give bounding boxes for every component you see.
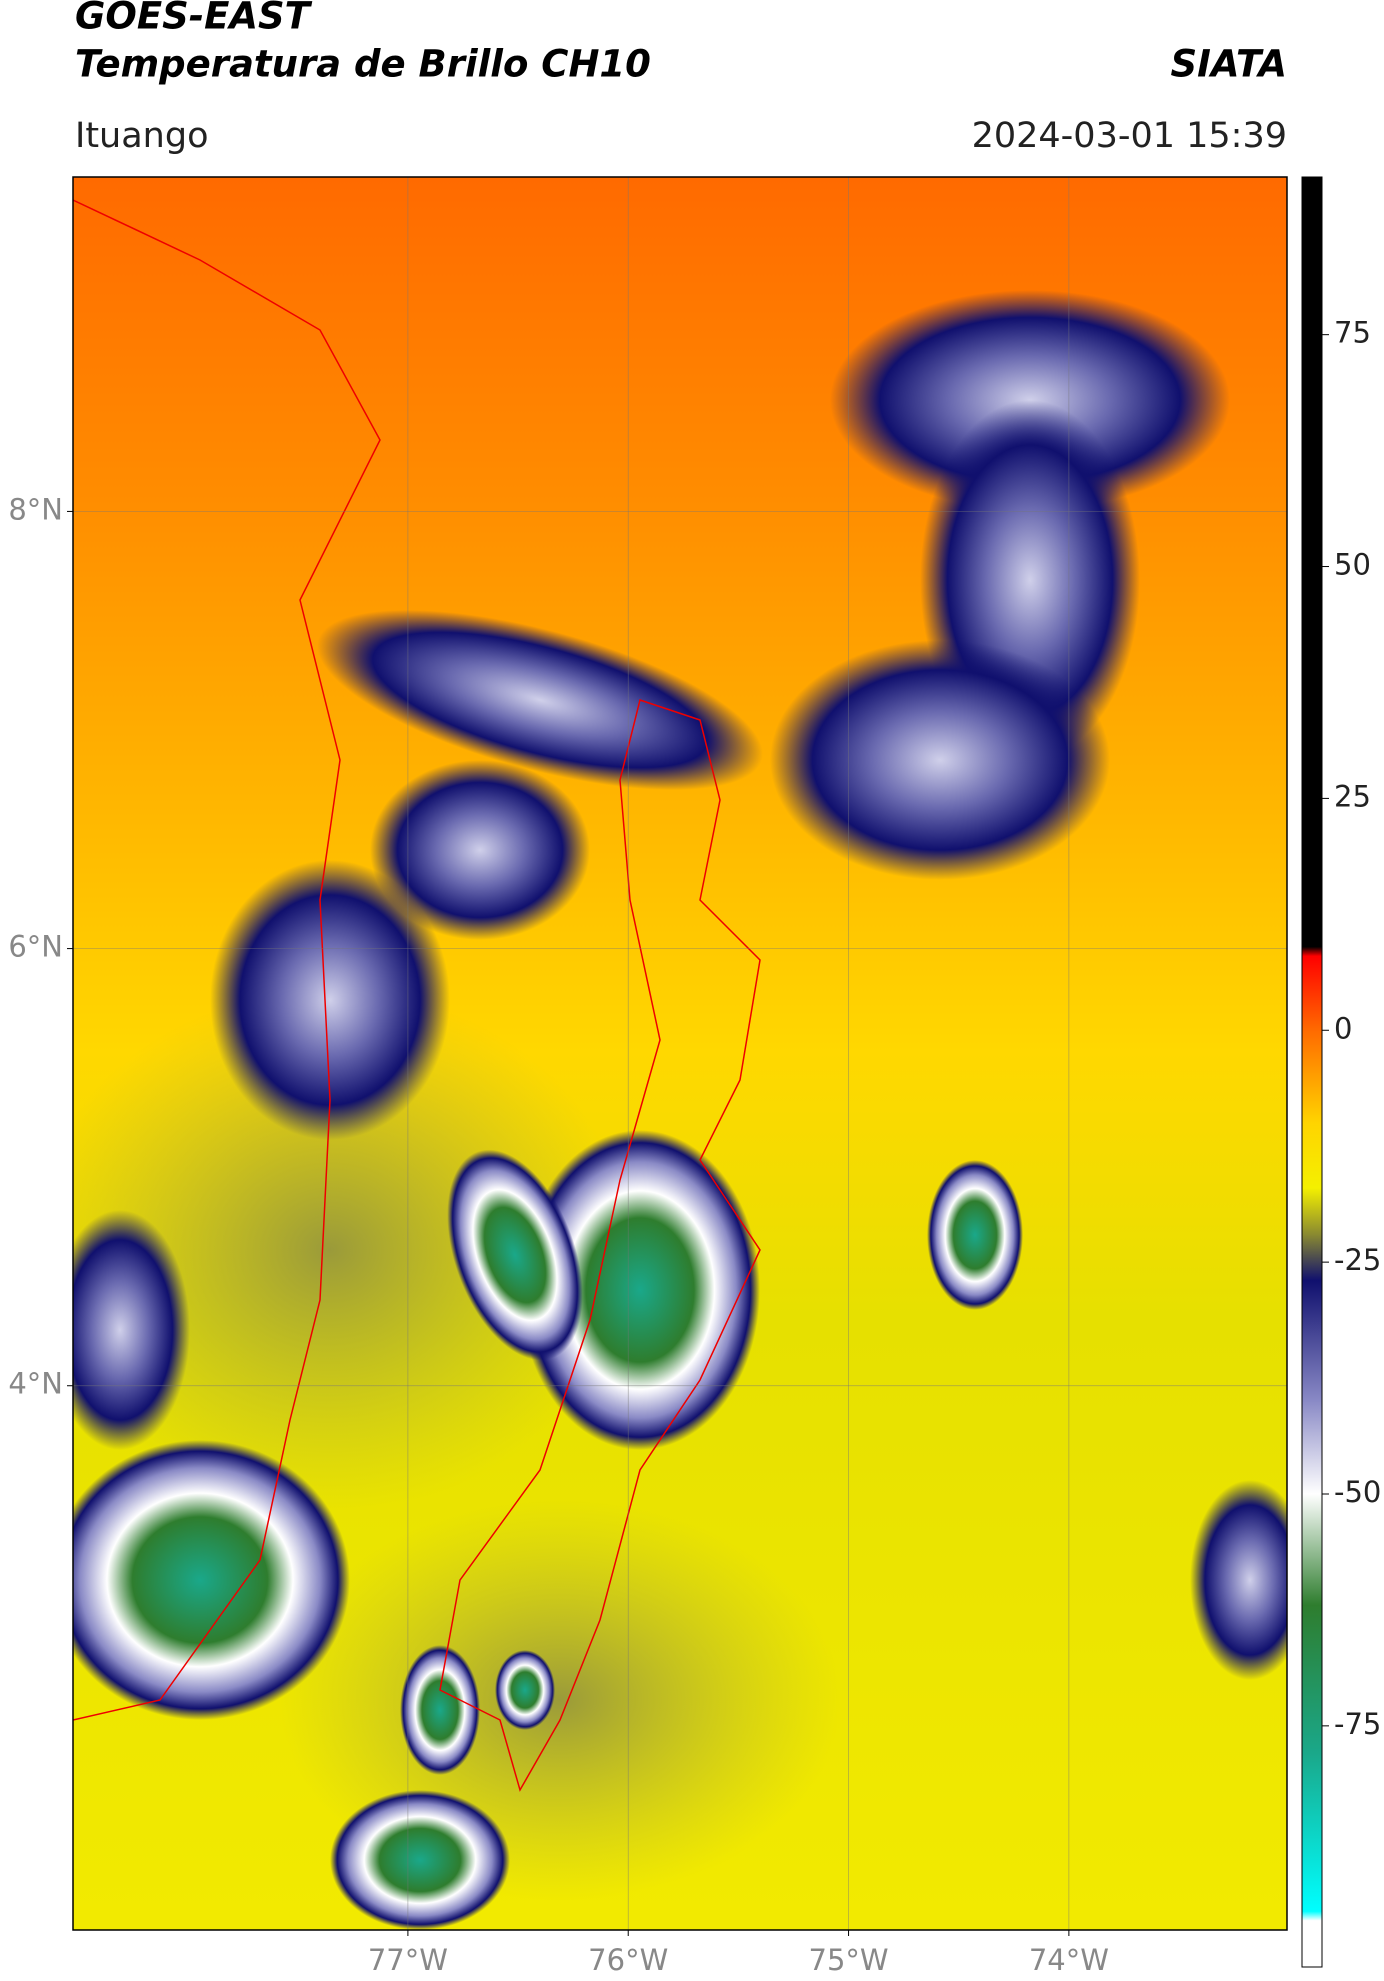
colorbar-tick-label: -75 — [1334, 1707, 1381, 1741]
map-image — [73, 177, 1287, 1930]
colorbar-tick-label: 0 — [1334, 1011, 1352, 1045]
cloud — [927, 1160, 1023, 1310]
colorbar-tick-label: -25 — [1334, 1243, 1381, 1277]
cloud — [330, 1790, 510, 1930]
region-boundary — [439, 699, 761, 1792]
cloud — [73, 1210, 190, 1450]
colorbar-tick-label: 50 — [1334, 548, 1371, 582]
cloud — [400, 1645, 480, 1775]
title: GOES-EAST — [75, 0, 313, 38]
cloud — [1190, 1480, 1287, 1680]
cloud — [73, 990, 630, 1510]
cloud — [770, 640, 1110, 880]
coastline — [73, 199, 381, 1721]
colorbar-tick-label: -50 — [1334, 1475, 1381, 1509]
x-tick-label: 75°W — [809, 1943, 889, 1977]
y-tick-label: 8°N — [8, 492, 63, 526]
region: Ituango — [75, 116, 209, 156]
cloud — [495, 1650, 555, 1730]
colorbar-tick-label: 25 — [1334, 779, 1371, 813]
x-tick-label: 76°W — [588, 1943, 668, 1977]
cloud — [73, 1440, 350, 1720]
x-tick-label: 74°W — [1029, 1943, 1109, 1977]
cloud — [317, 609, 763, 791]
colorbar-tick-label: 75 — [1334, 316, 1371, 350]
colorbar — [1301, 176, 1323, 1968]
cloud — [370, 760, 590, 940]
cloud — [210, 860, 450, 1140]
y-tick-label: 4°N — [8, 1367, 63, 1401]
source: SIATA — [1170, 43, 1287, 86]
cloud — [520, 1130, 760, 1450]
y-tick-label: 6°N — [8, 930, 63, 964]
map-frame — [72, 176, 1288, 1931]
graticule — [73, 177, 1287, 1930]
subtitle: Temperatura de Brillo CH10 — [75, 43, 651, 86]
cloud — [447, 1149, 583, 1361]
datetime: 2024-03-01 15:39 — [972, 116, 1287, 156]
x-tick-label: 77°W — [368, 1943, 448, 1977]
